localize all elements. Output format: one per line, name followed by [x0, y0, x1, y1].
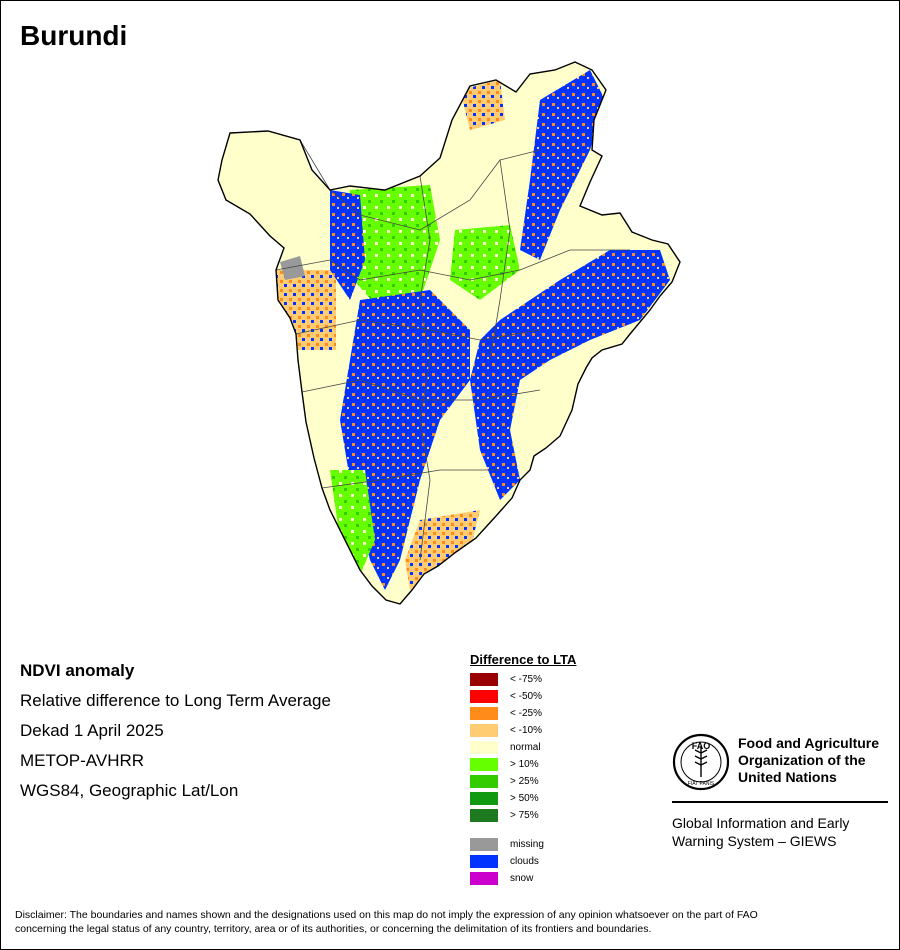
- legend-item-label: < -25%: [510, 708, 542, 719]
- fao-logo-motto: FIAT PANIS: [688, 781, 715, 787]
- legend-item-label: normal: [510, 742, 541, 753]
- legend-item-row: normal: [470, 739, 576, 756]
- legend-items: < -75% < -50% < -25% < -10% normal > 10% > 25%…: [470, 671, 576, 824]
- legend-title: Difference to LTA: [470, 652, 577, 667]
- legend-extra-item-swatch: [470, 872, 498, 885]
- legend-item-row: > 50%: [470, 790, 576, 807]
- legend-extra-items: missing clouds snow: [470, 836, 576, 887]
- legend-item-label: < -75%: [510, 674, 542, 685]
- north-tip-anomaly-area: [460, 80, 505, 130]
- product-projection: WGS84, Geographic Lat/Lon: [20, 781, 239, 800]
- legend-item-swatch: [470, 707, 498, 720]
- legend-extra-item-label: missing: [510, 839, 544, 850]
- legend-extra-item-row: clouds: [470, 853, 576, 870]
- disclaimer: Disclaimer: The boundaries and names sho…: [15, 909, 758, 935]
- burundi-ndvi-map: [217, 61, 681, 605]
- central-cloud-area: [340, 290, 470, 590]
- fao-logo-text: FAO: [692, 741, 711, 751]
- south-green-area: [330, 470, 375, 575]
- legend-extra-item-label: clouds: [510, 856, 539, 867]
- giews-name: Global Information and Early Warning Sys…: [672, 815, 850, 849]
- legend-item-swatch: [470, 775, 498, 788]
- fao-name: Food and Agriculture Organization of the…: [738, 735, 880, 785]
- legend-extra-item-label: snow: [510, 873, 534, 884]
- legend-extra-item-swatch: [470, 855, 498, 868]
- legend-extra-item-row: missing: [470, 836, 576, 853]
- missing-area: [280, 256, 305, 280]
- fao-logo-icon: FAO FIAT PANIS: [672, 733, 730, 791]
- legend: Difference to LTA < -75% < -50% < -25% < -1…: [470, 652, 576, 887]
- legend-item-row: < -10%: [470, 722, 576, 739]
- nw-cloud-area: [330, 190, 365, 300]
- legend-item-row: > 25%: [470, 773, 576, 790]
- legend-item-row: > 75%: [470, 807, 576, 824]
- legend-item-swatch: [470, 724, 498, 737]
- product-sensor: METOP-AVHRR: [20, 751, 145, 770]
- legend-item-row: > 10%: [470, 756, 576, 773]
- legend-item-label: > 50%: [510, 793, 539, 804]
- legend-item-swatch: [470, 673, 498, 686]
- legend-item-swatch: [470, 809, 498, 822]
- legend-item-row: < -75%: [470, 671, 576, 688]
- legend-item-row: < -50%: [470, 688, 576, 705]
- fao-divider: [672, 801, 888, 803]
- product-date: Dekad 1 April 2025: [20, 721, 164, 740]
- legend-extra-item-row: snow: [470, 870, 576, 887]
- legend-item-label: > 10%: [510, 759, 539, 770]
- legend-item-label: < -50%: [510, 691, 542, 702]
- legend-item-label: > 75%: [510, 810, 539, 821]
- legend-item-swatch: [470, 758, 498, 771]
- product-description: Relative difference to Long Term Average: [20, 691, 331, 710]
- legend-item-label: < -10%: [510, 725, 542, 736]
- legend-item-swatch: [470, 792, 498, 805]
- legend-item-swatch: [470, 741, 498, 754]
- map-title: Burundi: [20, 20, 128, 51]
- legend-extra-item-swatch: [470, 838, 498, 851]
- map-info: NDVI anomaly Relative difference to Long…: [20, 656, 331, 806]
- legend-item-label: > 25%: [510, 776, 539, 787]
- legend-item-row: < -25%: [470, 705, 576, 722]
- legend-item-swatch: [470, 690, 498, 703]
- east-cloud-area: [470, 250, 670, 500]
- ne-cloud-area: [520, 70, 605, 260]
- product-name: NDVI anomaly: [20, 661, 135, 680]
